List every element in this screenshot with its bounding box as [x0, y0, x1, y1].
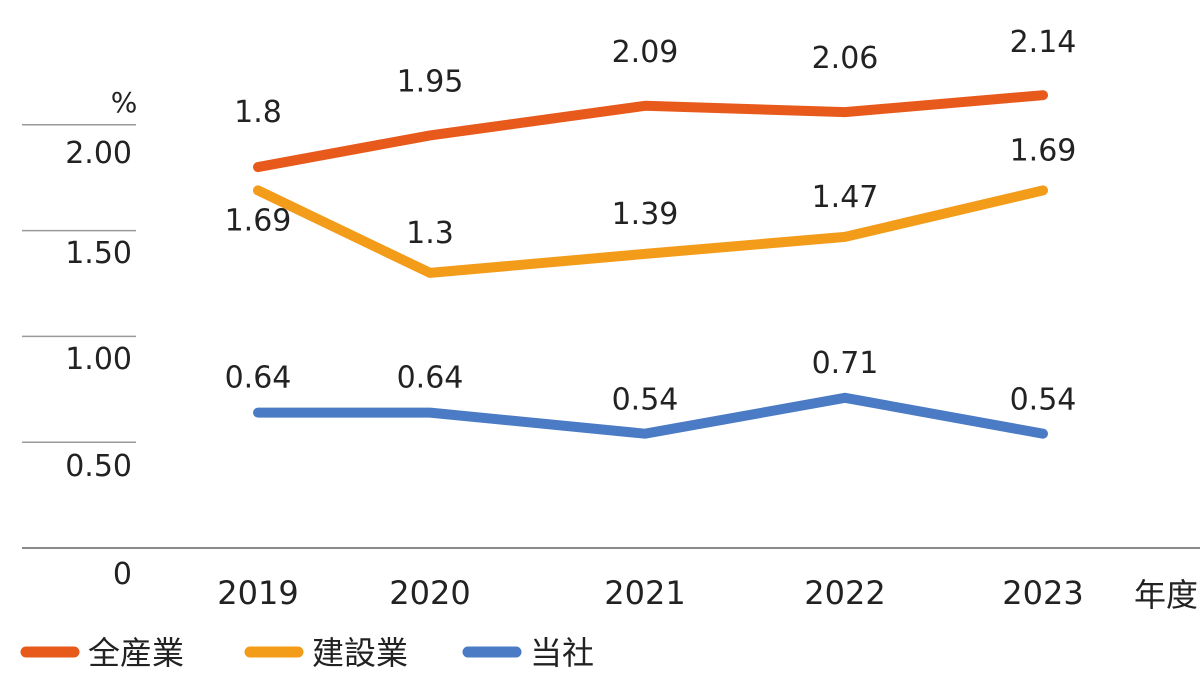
series-line-construction — [253, 185, 1048, 278]
legend-label-company: 当社 — [530, 634, 594, 672]
legend-label-construction: 建設業 — [312, 634, 408, 672]
data-label-all-industries: 1.8 — [234, 95, 282, 130]
x-axis-suffix: 年度 — [1134, 576, 1198, 614]
y-tick-label: 0 — [113, 557, 132, 592]
x-tick-label: 2020 — [389, 574, 470, 612]
y-unit-label: % — [111, 86, 138, 119]
data-label-construction: 1.69 — [1010, 133, 1077, 168]
x-tick-label: 2019 — [217, 574, 298, 612]
data-label-construction: 1.69 — [225, 203, 292, 238]
data-label-all-industries: 2.09 — [612, 35, 679, 70]
y-tick-label: 1.50 — [65, 236, 132, 271]
data-label-company: 0.64 — [225, 361, 292, 396]
series-line-all-industries — [253, 90, 1048, 173]
data-label-construction: 1.39 — [612, 197, 679, 232]
data-label-construction: 1.3 — [406, 216, 454, 251]
data-label-all-industries: 1.95 — [397, 64, 464, 99]
y-tick-label: 0.50 — [65, 449, 132, 484]
series-line-company — [253, 392, 1048, 439]
data-label-construction: 1.47 — [812, 180, 879, 215]
y-tick-label: 2.00 — [65, 136, 132, 171]
data-label-company: 0.54 — [1010, 383, 1077, 418]
series-lines — [253, 90, 1048, 439]
data-label-company: 0.54 — [612, 383, 679, 418]
y-axis: 0 0.50 1.00 1.50 2.00% — [22, 86, 1200, 592]
data-label-company: 0.71 — [812, 346, 879, 381]
y-tick-label: 1.00 — [65, 342, 132, 377]
x-tick-label: 2023 — [1002, 574, 1083, 612]
x-tick-label: 2021 — [604, 574, 685, 612]
legend-label-all-industries: 全産業 — [88, 634, 184, 672]
data-label-all-industries: 2.06 — [812, 41, 879, 76]
x-tick-label: 2022 — [804, 574, 885, 612]
data-label-company: 0.64 — [397, 361, 464, 396]
legend: 全産業 建設業 当社 — [20, 634, 594, 672]
data-label-all-industries: 2.14 — [1010, 25, 1077, 60]
x-axis: 2019 2020 2021 2022 2023 年度 — [217, 574, 1198, 614]
data-labels: 1.8 1.95 2.09 2.06 2.14 1.69 1.3 1.39 1.47 1.69 0.… — [225, 25, 1077, 418]
